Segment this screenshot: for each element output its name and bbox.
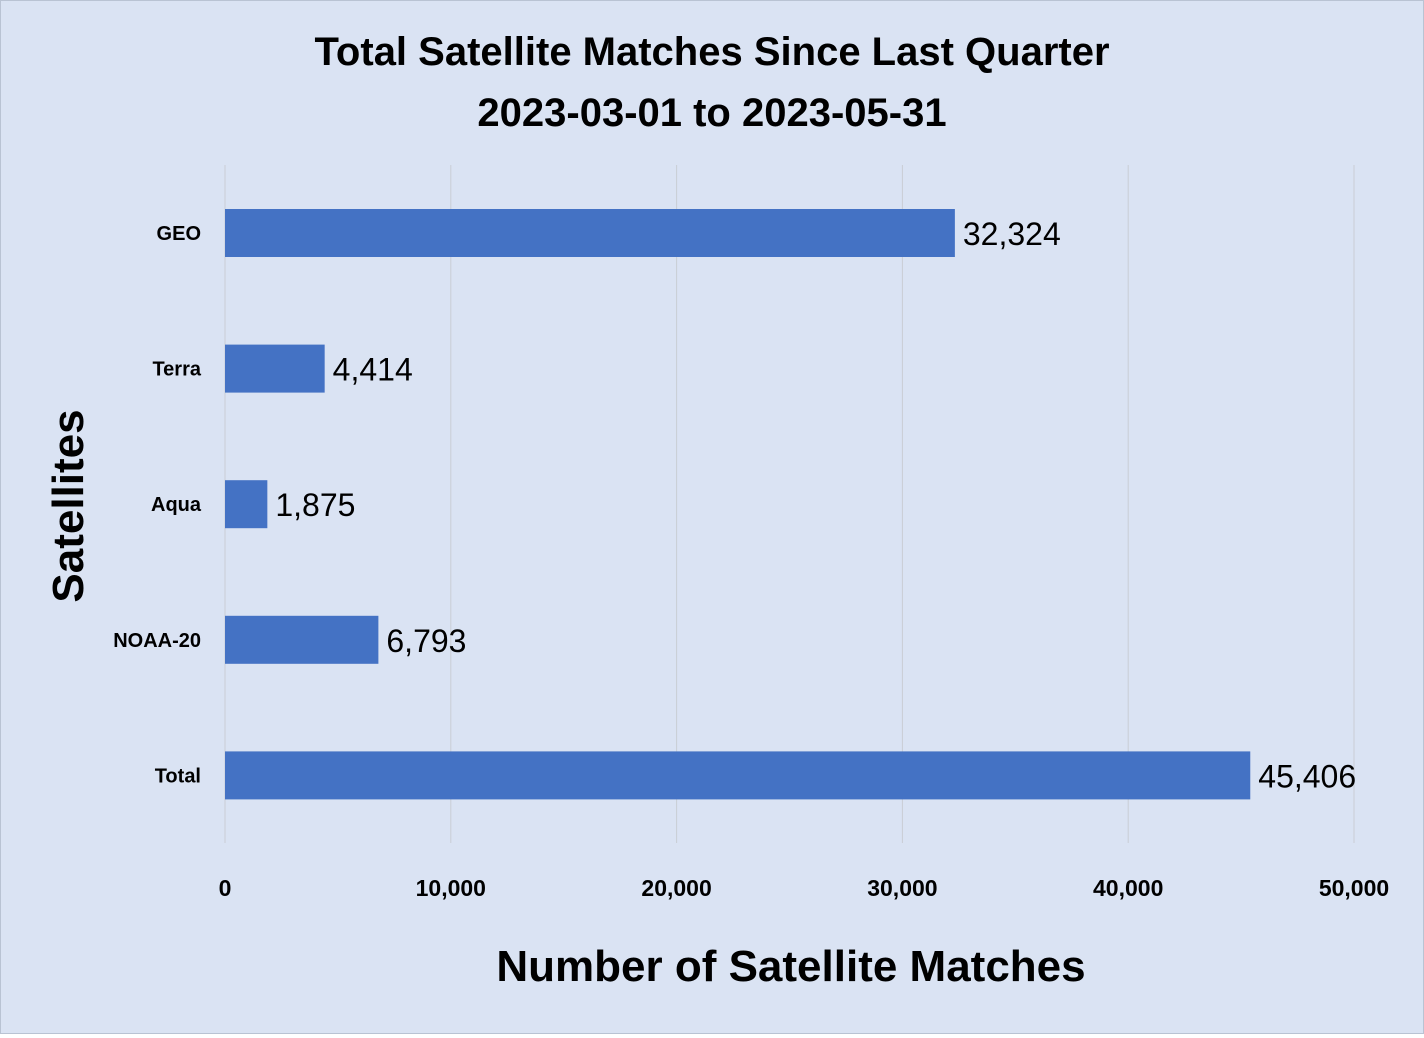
x-axis-title: Number of Satellite Matches <box>496 942 1085 991</box>
bar-series: 32,324 4,414 1,875 6,793 45,406 <box>225 209 1356 800</box>
y-category-label: Total <box>155 765 201 787</box>
chart-subtitle: 2023-03-01 to 2023-05-31 <box>477 91 946 135</box>
x-tick-label: 10,000 <box>416 875 486 901</box>
y-category-label: GEO <box>157 223 201 245</box>
bar <box>225 751 1251 800</box>
chart-title: Total Satellite Matches Since Last Quart… <box>314 30 1109 74</box>
data-label: 1,875 <box>275 487 355 523</box>
data-label: 45,406 <box>1258 758 1356 794</box>
gridlines <box>224 165 1355 843</box>
x-tick-label: 40,000 <box>1093 875 1163 901</box>
bar <box>225 209 955 257</box>
x-tick-label: 0 <box>219 875 232 901</box>
y-axis-categories: GEO Terra Aqua NOAA-20 Total <box>113 223 202 787</box>
y-axis-title: Satellites <box>44 409 93 602</box>
data-label: 32,324 <box>963 216 1061 252</box>
y-category-label: NOAA-20 <box>113 630 201 652</box>
y-category-label: Aqua <box>151 494 202 516</box>
bar <box>225 615 379 664</box>
bar <box>225 480 268 529</box>
data-label: 6,793 <box>386 623 466 659</box>
data-label: 4,414 <box>333 352 413 388</box>
bar <box>225 344 325 393</box>
x-tick-label: 20,000 <box>641 875 711 901</box>
x-tick-label: 30,000 <box>867 875 937 901</box>
x-tick-label: 50,000 <box>1319 875 1389 901</box>
x-axis-ticks: 0 10,000 20,000 30,000 40,000 50,000 <box>219 875 1390 901</box>
y-category-label: Terra <box>152 359 201 381</box>
